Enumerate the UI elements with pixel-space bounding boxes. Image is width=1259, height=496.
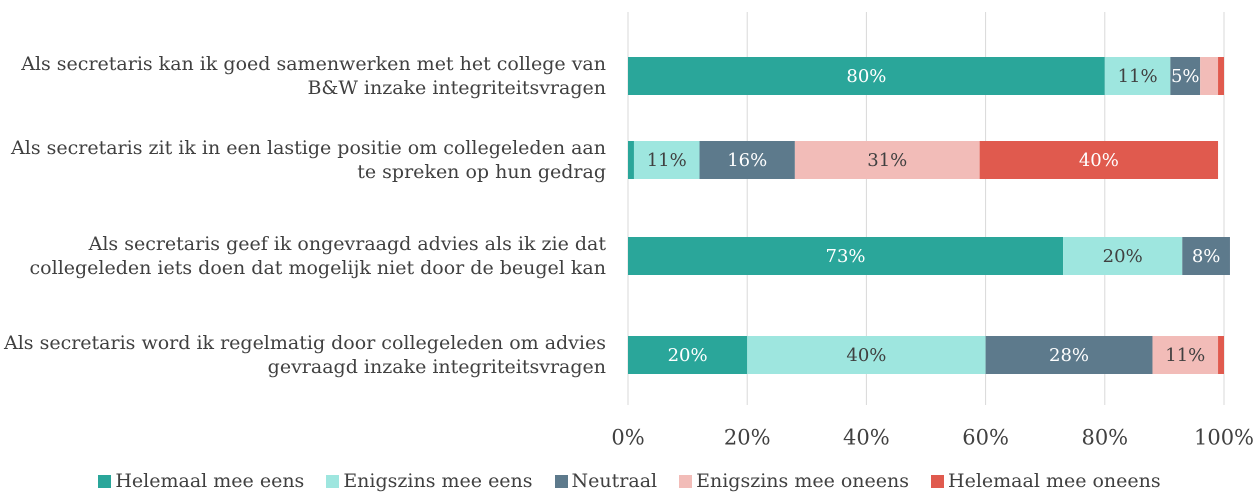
bar-segment	[794, 141, 980, 179]
bar-segment	[1063, 237, 1183, 275]
data-label: 73%	[826, 246, 866, 267]
bar-segment	[1182, 237, 1230, 275]
data-label: 40%	[846, 345, 886, 366]
x-tick-label: 100%	[1194, 426, 1254, 450]
data-label: 11%	[647, 150, 687, 171]
x-tick-label: 0%	[611, 426, 644, 450]
bar-segment	[1200, 57, 1219, 95]
x-tick-label: 20%	[724, 426, 771, 450]
bar-segment	[628, 237, 1064, 275]
legend-label: Helemaal mee eens	[115, 470, 305, 492]
data-label: 80%	[846, 66, 886, 87]
data-label: 16%	[727, 150, 767, 171]
bar-segment	[1218, 57, 1224, 95]
category-label: Als secretaris word ik regelmatig door c…	[4, 332, 606, 378]
legend-item: Helemaal mee eens	[98, 470, 304, 492]
data-label: 11%	[1118, 66, 1158, 87]
category-label: Als secretaris geef ik ongevraagd advies…	[29, 233, 606, 279]
bar-segment	[1152, 336, 1219, 374]
legend-item: Neutraal	[554, 470, 658, 492]
legend-item: Helemaal mee oneens	[931, 470, 1161, 492]
x-tick-label: 80%	[1081, 426, 1128, 450]
data-label: 20%	[1103, 246, 1143, 267]
legend-swatch	[326, 474, 340, 488]
data-label: 11%	[1165, 345, 1205, 366]
legend-label: Enigszins mee oneens	[696, 470, 910, 492]
x-tick-label: 40%	[843, 426, 890, 450]
legend-swatch	[98, 474, 112, 488]
bar-segment	[633, 141, 700, 179]
category-label: Als secretaris kan ik goed samenwerken m…	[21, 53, 606, 99]
bar-segment	[747, 336, 986, 374]
bar-segment	[628, 141, 634, 179]
legend: Helemaal mee eens Enigszins mee eens Neutr…	[0, 470, 1259, 492]
bar-segment	[699, 141, 795, 179]
bar-segment	[1104, 57, 1171, 95]
bar-segment	[628, 336, 748, 374]
category-label: Als secretaris zit ik in een lastige pos…	[11, 137, 606, 183]
data-label: 5%	[1171, 66, 1200, 87]
legend-swatch	[554, 474, 568, 488]
x-tick-label: 60%	[962, 426, 1009, 450]
data-label: 20%	[668, 345, 708, 366]
legend-item: Enigszins mee oneens	[679, 470, 909, 492]
bar-segment	[628, 57, 1105, 95]
bar-segment	[1170, 57, 1201, 95]
legend-swatch	[931, 474, 945, 488]
legend-label: Enigszins mee eens	[343, 470, 533, 492]
data-label: 31%	[867, 150, 907, 171]
data-label: 40%	[1079, 150, 1119, 171]
legend-swatch	[679, 474, 693, 488]
bar-segment	[979, 141, 1219, 179]
legend-label: Neutraal	[571, 470, 658, 492]
legend-label: Helemaal mee oneens	[948, 470, 1161, 492]
bar-segment	[1218, 336, 1224, 374]
data-label: 8%	[1192, 246, 1221, 267]
legend-item: Enigszins mee eens	[326, 470, 533, 492]
bar-segment	[985, 336, 1153, 374]
data-label: 28%	[1049, 345, 1089, 366]
